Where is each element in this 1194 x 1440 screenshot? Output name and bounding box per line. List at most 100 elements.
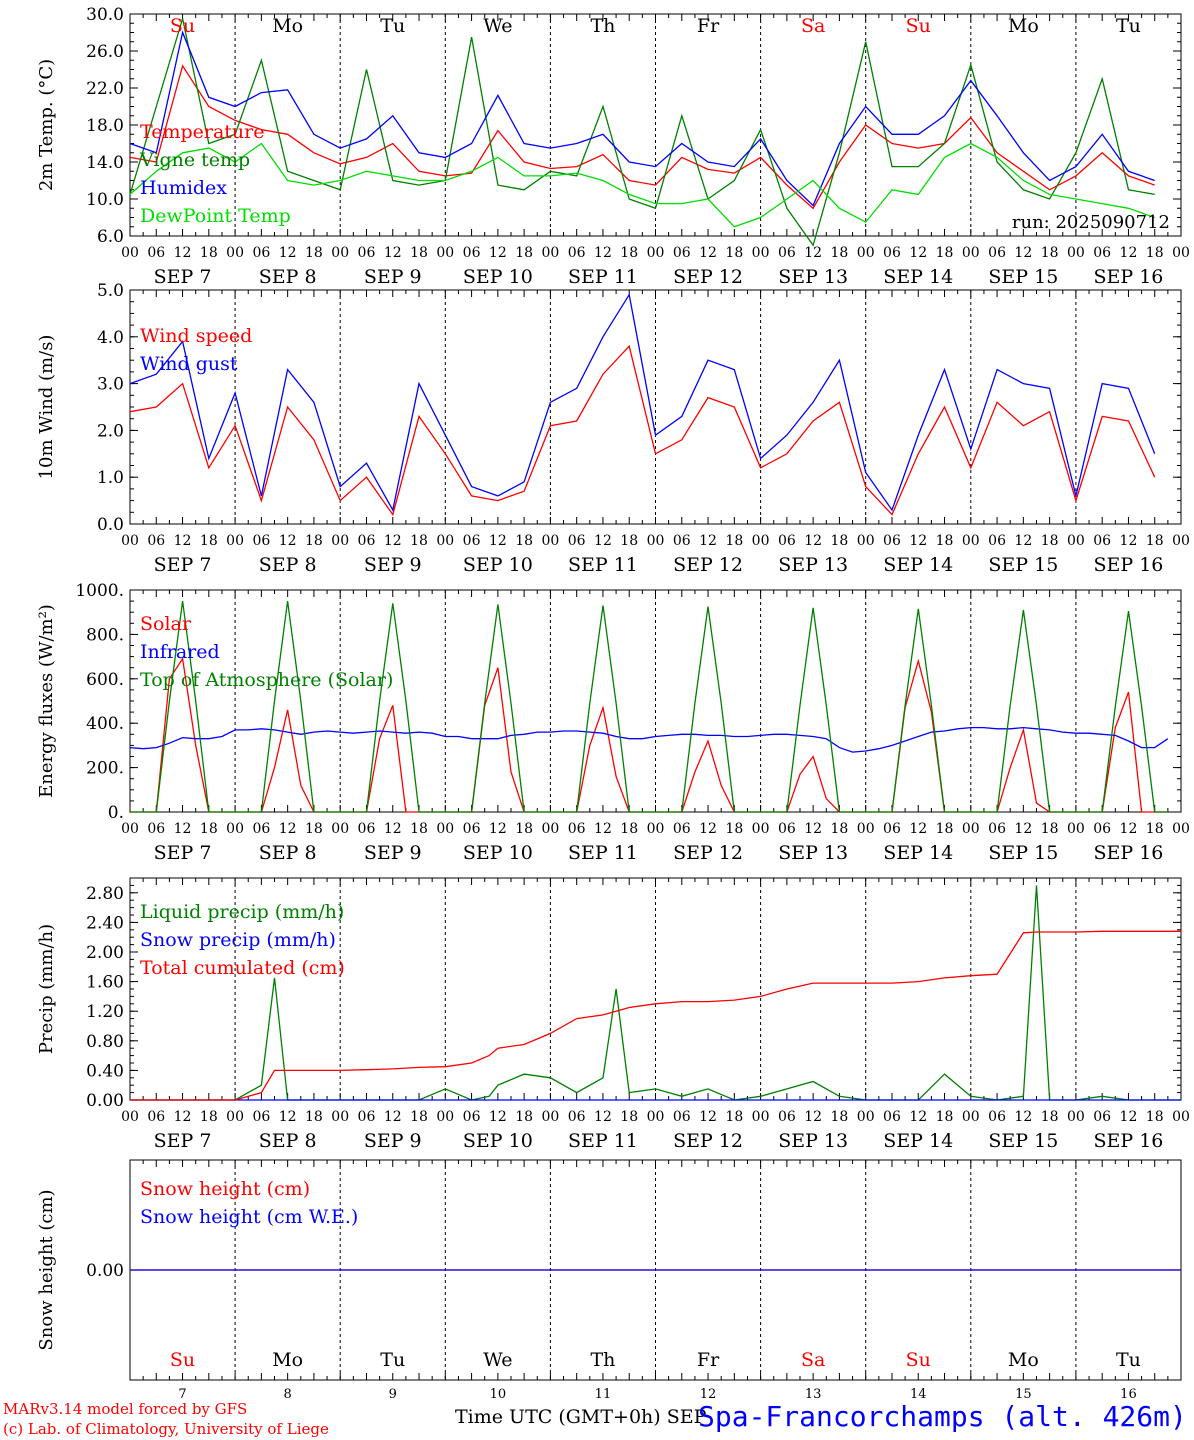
hour-label: 12 (909, 1109, 927, 1125)
day-abbr: Tu (380, 15, 405, 37)
y-axis-label: Precip (mm/h) (36, 924, 57, 1054)
hour-label: 12 (699, 821, 717, 837)
hour-label: 18 (1146, 1109, 1164, 1125)
day-abbr: Su (170, 1349, 195, 1371)
date-label: SEP 7 (154, 1130, 212, 1152)
hour-label: 18 (410, 821, 428, 837)
hour-label: 06 (778, 821, 796, 837)
date-label: SEP 13 (778, 266, 848, 288)
hour-label: 18 (305, 245, 323, 261)
hour-label: 06 (147, 533, 165, 549)
hour-label: 12 (1014, 821, 1032, 837)
hour-label: 18 (515, 245, 533, 261)
hour-label: 00 (962, 533, 980, 549)
hour-label: 12 (909, 821, 927, 837)
date-label: SEP 15 (988, 554, 1058, 576)
y-tick-label: 1000. (75, 581, 124, 601)
date-label: SEP 9 (364, 554, 422, 576)
hour-label: 06 (463, 245, 481, 261)
hour-label: 18 (200, 245, 218, 261)
hour-label: 12 (804, 533, 822, 549)
legend-entry: Vigne temp (139, 149, 250, 171)
lab-credit: (c) Lab. of Climatology, University of L… (3, 1420, 329, 1438)
hour-label: 00 (436, 245, 454, 261)
hour-label: 12 (594, 245, 612, 261)
day-abbr: Sa (801, 15, 825, 37)
day-abbr: Tu (1116, 1349, 1141, 1371)
hour-label: 00 (226, 245, 244, 261)
hour-label: 12 (489, 1109, 507, 1125)
hour-label: 00 (962, 245, 980, 261)
hour-label: 18 (620, 1109, 638, 1125)
day-abbr: Fr (697, 1349, 720, 1371)
day-abbr: Mo (1008, 1349, 1039, 1371)
hour-label: 12 (804, 245, 822, 261)
series-line (129, 64, 1155, 210)
hour-label: 18 (936, 1109, 954, 1125)
y-tick-label: 10.0 (86, 190, 124, 210)
date-label: SEP 9 (364, 1130, 422, 1152)
hour-label: 18 (620, 245, 638, 261)
y-tick-label: 600. (86, 670, 124, 690)
hour-label: 18 (620, 533, 638, 549)
series-line (129, 18, 1155, 247)
y-tick-label: 1.60 (86, 973, 124, 993)
hour-label: 06 (673, 245, 691, 261)
date-label: SEP 10 (463, 266, 533, 288)
hour-label: 00 (857, 821, 875, 837)
hour-label: 00 (752, 533, 770, 549)
y-axis-label: Snow height (cm) (36, 1189, 57, 1350)
y-tick-label: 30.0 (86, 5, 124, 25)
hour-label: 06 (883, 1109, 901, 1125)
hour-label: 00 (121, 245, 139, 261)
date-label: SEP 12 (673, 266, 743, 288)
hour-label: 12 (279, 821, 297, 837)
day-abbr: Th (590, 1349, 615, 1371)
hour-label: 18 (1041, 821, 1059, 837)
hour-label: 00 (857, 1109, 875, 1125)
y-tick-label: 1.0 (97, 468, 124, 488)
hour-label: 00 (962, 1109, 980, 1125)
date-label: SEP 16 (1094, 842, 1164, 864)
day-number: 11 (595, 1387, 612, 1402)
hour-label: 18 (200, 1109, 218, 1125)
day-abbr: Fr (697, 15, 720, 37)
date-label: SEP 10 (463, 1130, 533, 1152)
date-label: SEP 14 (883, 842, 953, 864)
date-label: SEP 11 (568, 554, 638, 576)
hour-label: 06 (358, 245, 376, 261)
hour-label: 12 (174, 245, 192, 261)
date-label: SEP 9 (364, 842, 422, 864)
y-tick-label: 5.0 (97, 281, 124, 301)
hour-label: 00 (857, 245, 875, 261)
hour-label: 12 (594, 821, 612, 837)
hour-label: 12 (1014, 245, 1032, 261)
hour-label: 00 (962, 821, 980, 837)
hour-label: 06 (358, 533, 376, 549)
hour-label: 12 (804, 1109, 822, 1125)
hour-label: 00 (331, 533, 349, 549)
y-tick-label: 22.0 (86, 79, 124, 99)
series-line (130, 601, 1168, 813)
y-tick-label: 4.0 (97, 328, 124, 348)
hour-label: 18 (936, 533, 954, 549)
hour-label: 18 (515, 1109, 533, 1125)
hour-label: 00 (226, 1109, 244, 1125)
hour-label: 12 (909, 245, 927, 261)
hour-label: 12 (594, 533, 612, 549)
hour-label: 06 (463, 533, 481, 549)
hour-label: 00 (226, 533, 244, 549)
day-abbr: Su (170, 15, 195, 37)
hour-label: 00 (1067, 821, 1085, 837)
day-number: 15 (1015, 1387, 1032, 1402)
panel-2 (129, 289, 1182, 525)
hour-label: 06 (252, 533, 270, 549)
hour-label: 18 (200, 533, 218, 549)
run-note: run: 2025090712 (1012, 212, 1170, 233)
hour-label: 06 (988, 533, 1006, 549)
hour-label: 12 (489, 821, 507, 837)
hour-label: 00 (436, 533, 454, 549)
hour-label: 12 (279, 1109, 297, 1125)
hour-label: 18 (620, 821, 638, 837)
